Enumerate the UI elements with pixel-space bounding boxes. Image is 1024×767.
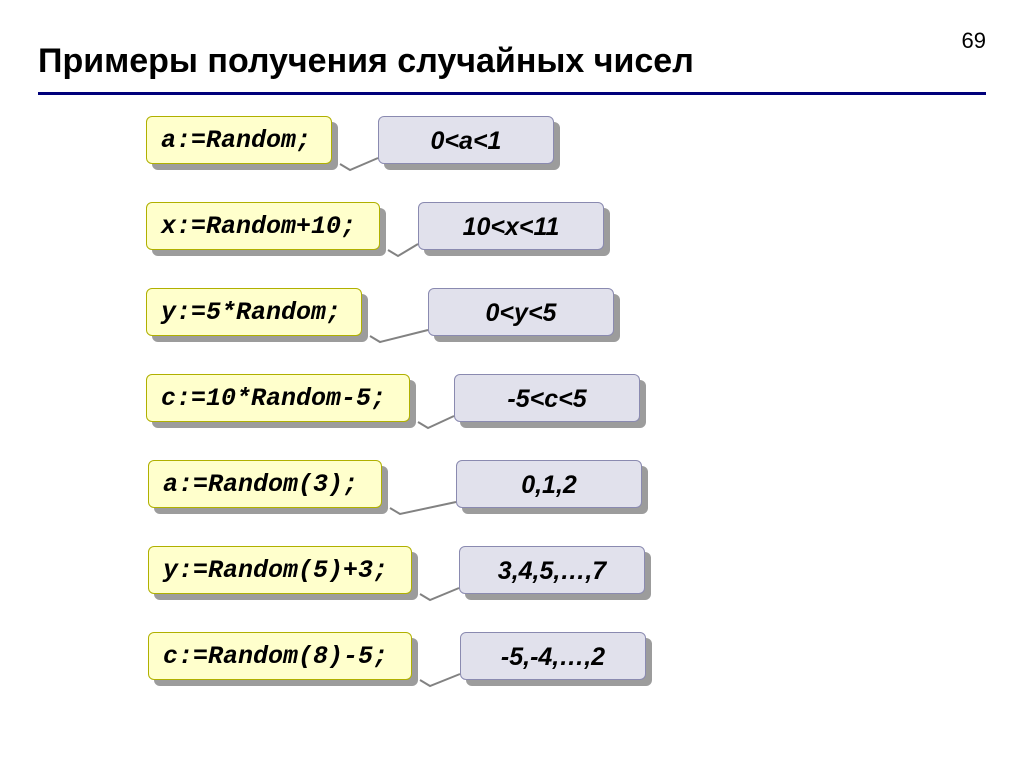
result-box: 0,1,2 xyxy=(456,460,642,508)
result-box: 0<a<1 xyxy=(378,116,554,164)
code-box: a:=Random; xyxy=(146,116,332,164)
result-box: -5<c<5 xyxy=(454,374,640,422)
result-box: 3,4,5,…,7 xyxy=(459,546,645,594)
page-number: 69 xyxy=(962,28,986,54)
result-box: 10<x<11 xyxy=(418,202,604,250)
code-box: c:=Random(8)-5; xyxy=(148,632,412,680)
result-box: 0<y<5 xyxy=(428,288,614,336)
code-box: y:=5*Random; xyxy=(146,288,362,336)
code-box: x:=Random+10; xyxy=(146,202,380,250)
code-box: y:=Random(5)+3; xyxy=(148,546,412,594)
result-box: -5,-4,…,2 xyxy=(460,632,646,680)
example-row: c:=10*Random-5; -5<c<5 xyxy=(0,366,1024,452)
code-box: c:=10*Random-5; xyxy=(146,374,410,422)
example-row: x:=Random+10; 10<x<11 xyxy=(0,194,1024,280)
example-row: a:=Random; 0<a<1 xyxy=(0,108,1024,194)
example-row: c:=Random(8)-5; -5,-4,…,2 xyxy=(0,624,1024,710)
example-row: y:=Random(5)+3; 3,4,5,…,7 xyxy=(0,538,1024,624)
title-underline xyxy=(38,92,986,95)
example-rows: a:=Random; 0<a<1 x:=Random+10; 10<x<11 y:=5*… xyxy=(0,108,1024,710)
slide-title: Примеры получения случайных чисел xyxy=(38,42,694,81)
example-row: y:=5*Random; 0<y<5 xyxy=(0,280,1024,366)
example-row: a:=Random(3); 0,1,2 xyxy=(0,452,1024,538)
code-box: a:=Random(3); xyxy=(148,460,382,508)
